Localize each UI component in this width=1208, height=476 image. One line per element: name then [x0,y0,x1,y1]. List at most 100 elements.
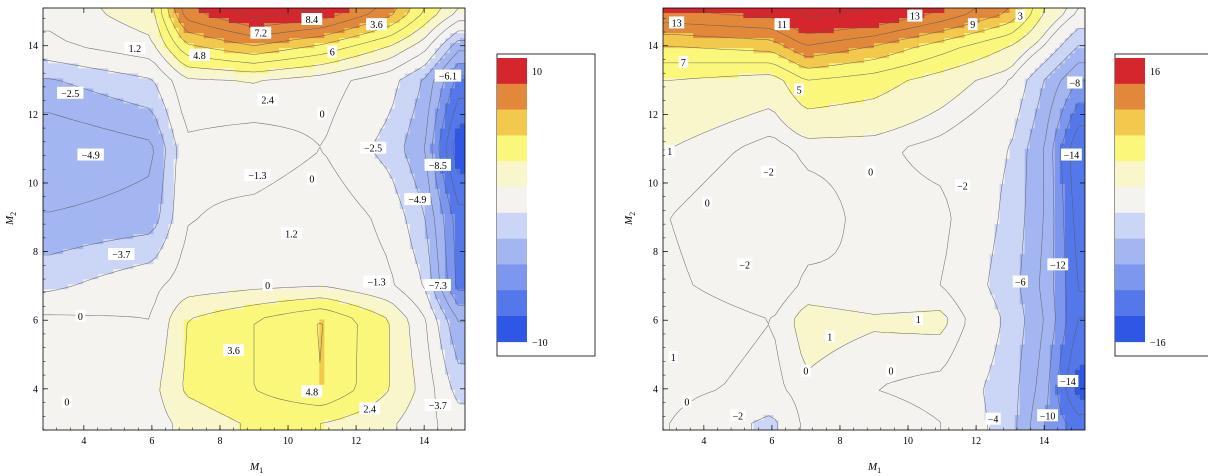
contour-cell [314,23,320,29]
contour-cell [228,128,235,135]
contour-cell [163,224,170,230]
contour-cell [53,43,59,49]
contour-cell [294,43,300,49]
contour-cell [163,53,170,59]
contour-cell [143,43,150,49]
contour-cell [78,234,84,240]
contour-cell [223,23,230,29]
contour-cell [314,239,320,245]
contour-cell [284,108,290,115]
contour-cell [399,274,406,280]
contour-cell [399,28,406,34]
contour-cell [254,203,260,210]
contour-cell [454,173,461,180]
contour-cell [274,43,280,49]
contour-cell [364,254,371,260]
contour-cell [344,38,351,44]
contour-cell [399,188,406,195]
contour-cell [359,279,366,285]
contour-cell [213,148,220,155]
contour-cell [274,108,280,115]
contour-cell [254,98,260,105]
contour-cell [389,208,396,215]
contour-cell [379,213,386,220]
contour-cell [339,123,346,130]
contour-cell [329,193,335,200]
contour-cell [148,78,155,84]
contour-cell [153,38,160,44]
contour-cell [309,279,315,285]
contour-cell [48,259,54,265]
contour-cell [434,168,441,175]
contour-cell [43,48,49,54]
contour-cell [48,128,54,135]
contour-cell [404,78,411,84]
contour-cell [173,83,180,89]
contour-cell [188,38,195,44]
contour-cell [329,269,335,275]
contour-cell [379,113,386,120]
contour-cell [319,78,325,84]
contour-cell [389,93,396,100]
contour-cell [113,33,119,39]
contour-cell [429,254,436,260]
contour-cell [198,224,205,230]
contour-cell [264,163,270,170]
contour-cell [329,173,335,180]
contour-cell [359,53,366,59]
contour-cell [83,168,89,175]
contour-cell [379,244,386,250]
contour-cell [459,284,465,290]
contour-cell [389,274,396,280]
contour-cell [449,294,456,300]
contour-cell [238,173,245,180]
contour-cell [409,118,416,125]
contour-cell [43,249,49,255]
contour-cell [78,73,84,79]
contour-cell [274,128,280,135]
contour-cell [394,143,401,150]
contour-cell [359,219,366,225]
contour-cell [213,168,220,175]
contour-cell [254,229,260,235]
contour-cell [389,183,396,190]
contour-cell [389,113,396,120]
contour-cell [389,198,396,205]
contour-cell [324,299,330,305]
contour-cell [43,244,49,250]
contour-cell [454,229,461,235]
contour-cell [163,213,170,220]
contour-cell [309,274,315,280]
contour-cell [314,173,320,180]
contour-cell [279,48,285,54]
contour-cell [304,224,310,230]
contour-cell [299,83,305,89]
contour-cell [188,148,195,155]
contour-cell [309,58,315,64]
contour-cell [399,254,406,260]
contour-cell [299,264,305,270]
contour-cell [133,83,140,89]
contour-cell [88,163,94,170]
contour-cell [168,163,175,170]
contour-cell [173,28,180,34]
contour-cell [324,138,330,145]
contour-cell [319,118,325,125]
contour-cell [163,28,170,34]
contour-cell [113,53,119,59]
contour-cell [63,178,69,185]
contour-cell [248,8,255,14]
contour-cell [193,83,200,89]
contour-cell [223,193,230,200]
contour-cell [419,213,426,220]
contour-cell [233,198,240,205]
contour-cell [309,138,315,145]
contour-cell [183,93,190,100]
contour-cell [369,153,376,160]
contour-cell [419,264,426,270]
contour-cell [259,148,265,155]
contour-cell [409,219,416,225]
contour-cell [354,244,361,250]
contour-cell [118,103,124,110]
contour-cell [294,63,300,69]
